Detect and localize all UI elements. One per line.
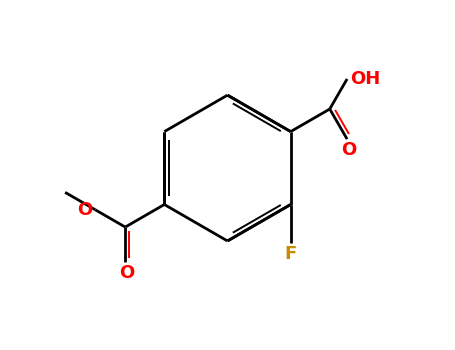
- Text: OH: OH: [350, 70, 380, 88]
- Text: F: F: [284, 245, 297, 264]
- Text: O: O: [77, 201, 92, 219]
- Text: O: O: [119, 264, 134, 281]
- Text: O: O: [341, 141, 356, 159]
